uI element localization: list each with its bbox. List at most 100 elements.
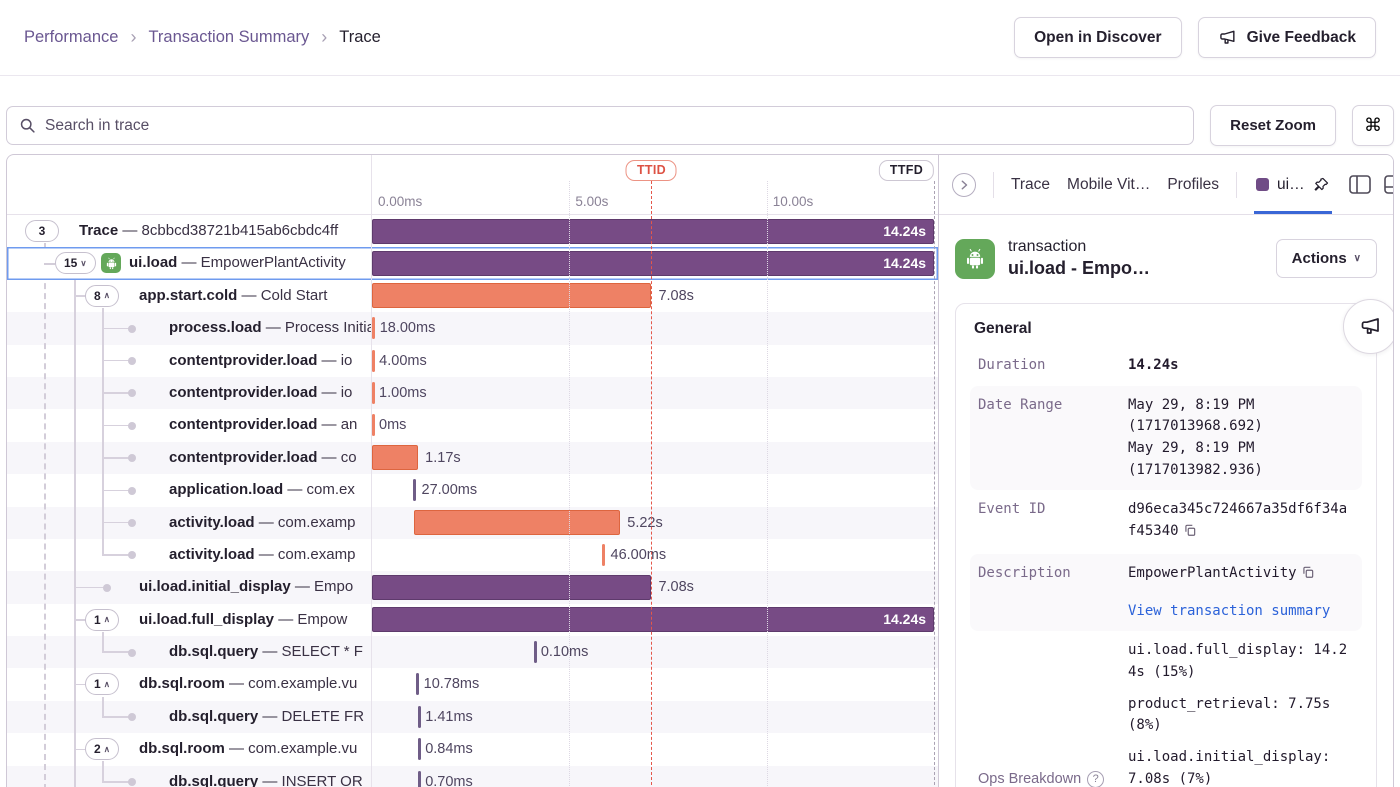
span-duration-bar[interactable]	[372, 414, 375, 437]
collapse-panel-button[interactable]	[952, 172, 976, 197]
chevron-up-icon: ∧	[103, 678, 110, 689]
search-bar[interactable]	[6, 106, 1195, 145]
span-leaf-dot	[128, 519, 136, 528]
copy-icon[interactable]	[1183, 523, 1197, 545]
span-expand-pill[interactable]: 2 ∧	[85, 738, 119, 761]
tab-profiles[interactable]: Profiles	[1167, 175, 1220, 193]
span-description: — INSERT OR	[258, 772, 363, 787]
span-expand-pill[interactable]: 1 ∧	[85, 608, 119, 631]
span-expand-pill[interactable]: 3	[25, 220, 59, 242]
open-in-discover-label: Open in Discover	[1034, 28, 1162, 46]
layout-sidebar-left-icon[interactable]	[1348, 175, 1371, 194]
transaction-kind: transaction	[1008, 238, 1087, 255]
feedback-floating-button[interactable]	[1343, 299, 1393, 354]
span-row[interactable]: contentprovider.load — io 1.00ms	[7, 376, 938, 410]
span-rows: 3 Trace — 8cbbcd38721b415ab6cbdc4ff 14.24s…	[7, 215, 938, 787]
reset-zoom-button[interactable]: Reset Zoom	[1210, 105, 1336, 146]
search-input[interactable]	[45, 116, 1182, 135]
layout-bottom-drawer-icon[interactable]	[1383, 175, 1394, 194]
span-duration-bar[interactable]	[416, 673, 420, 696]
span-row[interactable]: activity.load — com.examp 46.00ms	[7, 538, 938, 572]
span-duration-bar[interactable]	[418, 738, 422, 761]
copy-icon[interactable]	[1301, 565, 1315, 587]
span-row[interactable]: db.sql.query — SELECT * F 0.10ms	[7, 636, 938, 669]
tree-connector	[102, 392, 130, 394]
date-range-value: May 29, 8:19 PM (1717013968.692) May 29, 8…	[1128, 396, 1263, 478]
description-row: Description EmpowerPlantActivity View tr…	[970, 553, 1362, 632]
breadcrumb-performance[interactable]: Performance	[24, 28, 119, 46]
span-duration-bar[interactable]	[372, 283, 652, 309]
open-in-discover-button[interactable]: Open in Discover	[1014, 17, 1182, 58]
span-row[interactable]: contentprovider.load — co 1.17s	[7, 441, 938, 475]
tab-trace[interactable]: Trace	[1011, 175, 1051, 193]
span-description: — co	[317, 448, 357, 466]
transaction-header: transaction ui.load - Empo… Actions ∨	[939, 215, 1393, 299]
span-tree-cell: 15 ∨ ui.load — EmpowerPlantActivity	[7, 247, 371, 279]
span-duration-bar[interactable]	[372, 574, 652, 600]
span-duration-bar[interactable]	[418, 705, 422, 728]
span-op: Trace	[79, 222, 119, 239]
span-bar-cell: 14.24s	[371, 215, 938, 248]
span-row[interactable]: process.load — Process Initialization 18.…	[7, 312, 938, 345]
span-row[interactable]: 15 ∨ ui.load — EmpowerPlantActivity 14.24s	[7, 247, 938, 280]
tree-guide-line	[102, 632, 104, 652]
span-row[interactable]: application.load — com.ex 27.00ms	[7, 474, 938, 507]
span-row[interactable]: db.sql.query — INSERT OR 0.70ms	[7, 765, 938, 787]
span-row[interactable]: ui.load.initial_display — Empo 7.08s	[7, 571, 938, 604]
span-bar-cell: 46.00ms	[371, 538, 938, 572]
span-row[interactable]: 3 Trace — 8cbbcd38721b415ab6cbdc4ff 14.24s	[7, 215, 938, 248]
android-icon	[101, 253, 121, 274]
span-duration-label: 5.22s	[627, 514, 663, 531]
span-tree-cell: ui.load.initial_display — Empo	[7, 571, 371, 603]
span-tree-cell: db.sql.query — DELETE FR	[7, 701, 371, 733]
help-icon[interactable]: ?	[1087, 770, 1105, 787]
ttid-badge[interactable]: TTID	[625, 160, 677, 181]
span-duration-bar[interactable]	[414, 510, 621, 536]
shortcut-button[interactable]: ⌘	[1352, 105, 1394, 146]
span-duration-bar[interactable]	[413, 479, 417, 502]
span-row[interactable]: contentprovider.load — io 4.00ms	[7, 344, 938, 377]
span-duration-bar[interactable]	[533, 641, 537, 664]
actions-button[interactable]: Actions ∨	[1275, 239, 1377, 278]
span-expand-pill[interactable]: 1 ∧	[85, 673, 119, 696]
span-row[interactable]: 8 ∧ app.start.cold — Cold Start 7.08s	[7, 279, 938, 313]
span-row[interactable]: 2 ∧ db.sql.room — com.example.vu 0.84ms	[7, 733, 938, 766]
span-duration-bar[interactable]: 14.24s	[372, 218, 935, 244]
trace-toolbar: Reset Zoom ⌘	[6, 105, 1394, 146]
span-duration-bar[interactable]	[418, 770, 422, 787]
span-row[interactable]: activity.load — com.examp 5.22s	[7, 506, 938, 539]
span-duration-bar[interactable]	[372, 381, 375, 404]
description-value: EmpowerPlantActivity View transaction su…	[1128, 563, 1354, 622]
span-tree-header	[7, 155, 371, 214]
span-bar-cell: 0.70ms	[371, 765, 938, 787]
span-duration-bar[interactable]	[601, 543, 605, 566]
view-transaction-summary-link[interactable]: View transaction summary	[1128, 602, 1331, 619]
span-expand-pill[interactable]: 15 ∨	[55, 252, 96, 275]
span-duration-bar[interactable]: 14.24s	[372, 251, 935, 277]
span-row[interactable]: contentprovider.load — an 0ms	[7, 409, 938, 442]
command-icon: ⌘	[1364, 115, 1382, 135]
span-row[interactable]: 1 ∧ ui.load.full_display — Empow 14.24s	[7, 603, 938, 637]
span-row[interactable]: 1 ∧ db.sql.room — com.example.vu 10.78ms	[7, 668, 938, 701]
span-label: contentprovider.load — an	[169, 409, 357, 441]
span-duration-bar[interactable]	[372, 349, 375, 372]
tab-ui-load-active[interactable]: ui…	[1254, 155, 1332, 214]
megaphone-icon	[1219, 30, 1235, 44]
span-op: db.sql.query	[169, 643, 259, 661]
tree-connector	[74, 748, 86, 751]
span-duration-bar[interactable]	[372, 317, 375, 340]
span-description: — an	[317, 416, 358, 434]
span-duration-bar[interactable]	[372, 445, 419, 471]
tab-mobile-vitals[interactable]: Mobile Vit…	[1067, 175, 1151, 193]
span-row[interactable]: db.sql.query — DELETE FR 1.41ms	[7, 700, 938, 734]
span-description: — io	[317, 383, 353, 401]
span-description: — com.examp	[254, 513, 356, 531]
give-feedback-button[interactable]: Give Feedback	[1197, 17, 1376, 58]
span-op: db.sql.query	[169, 772, 259, 787]
span-expand-pill[interactable]: 8 ∧	[85, 284, 119, 307]
pin-icon[interactable]	[1313, 176, 1330, 193]
duration-value: 14.24s	[1128, 357, 1179, 373]
ttfd-badge[interactable]: TTFD	[878, 160, 935, 181]
span-duration-bar[interactable]: 14.24s	[372, 607, 935, 633]
breadcrumb-transaction-summary[interactable]: Transaction Summary	[148, 28, 310, 46]
